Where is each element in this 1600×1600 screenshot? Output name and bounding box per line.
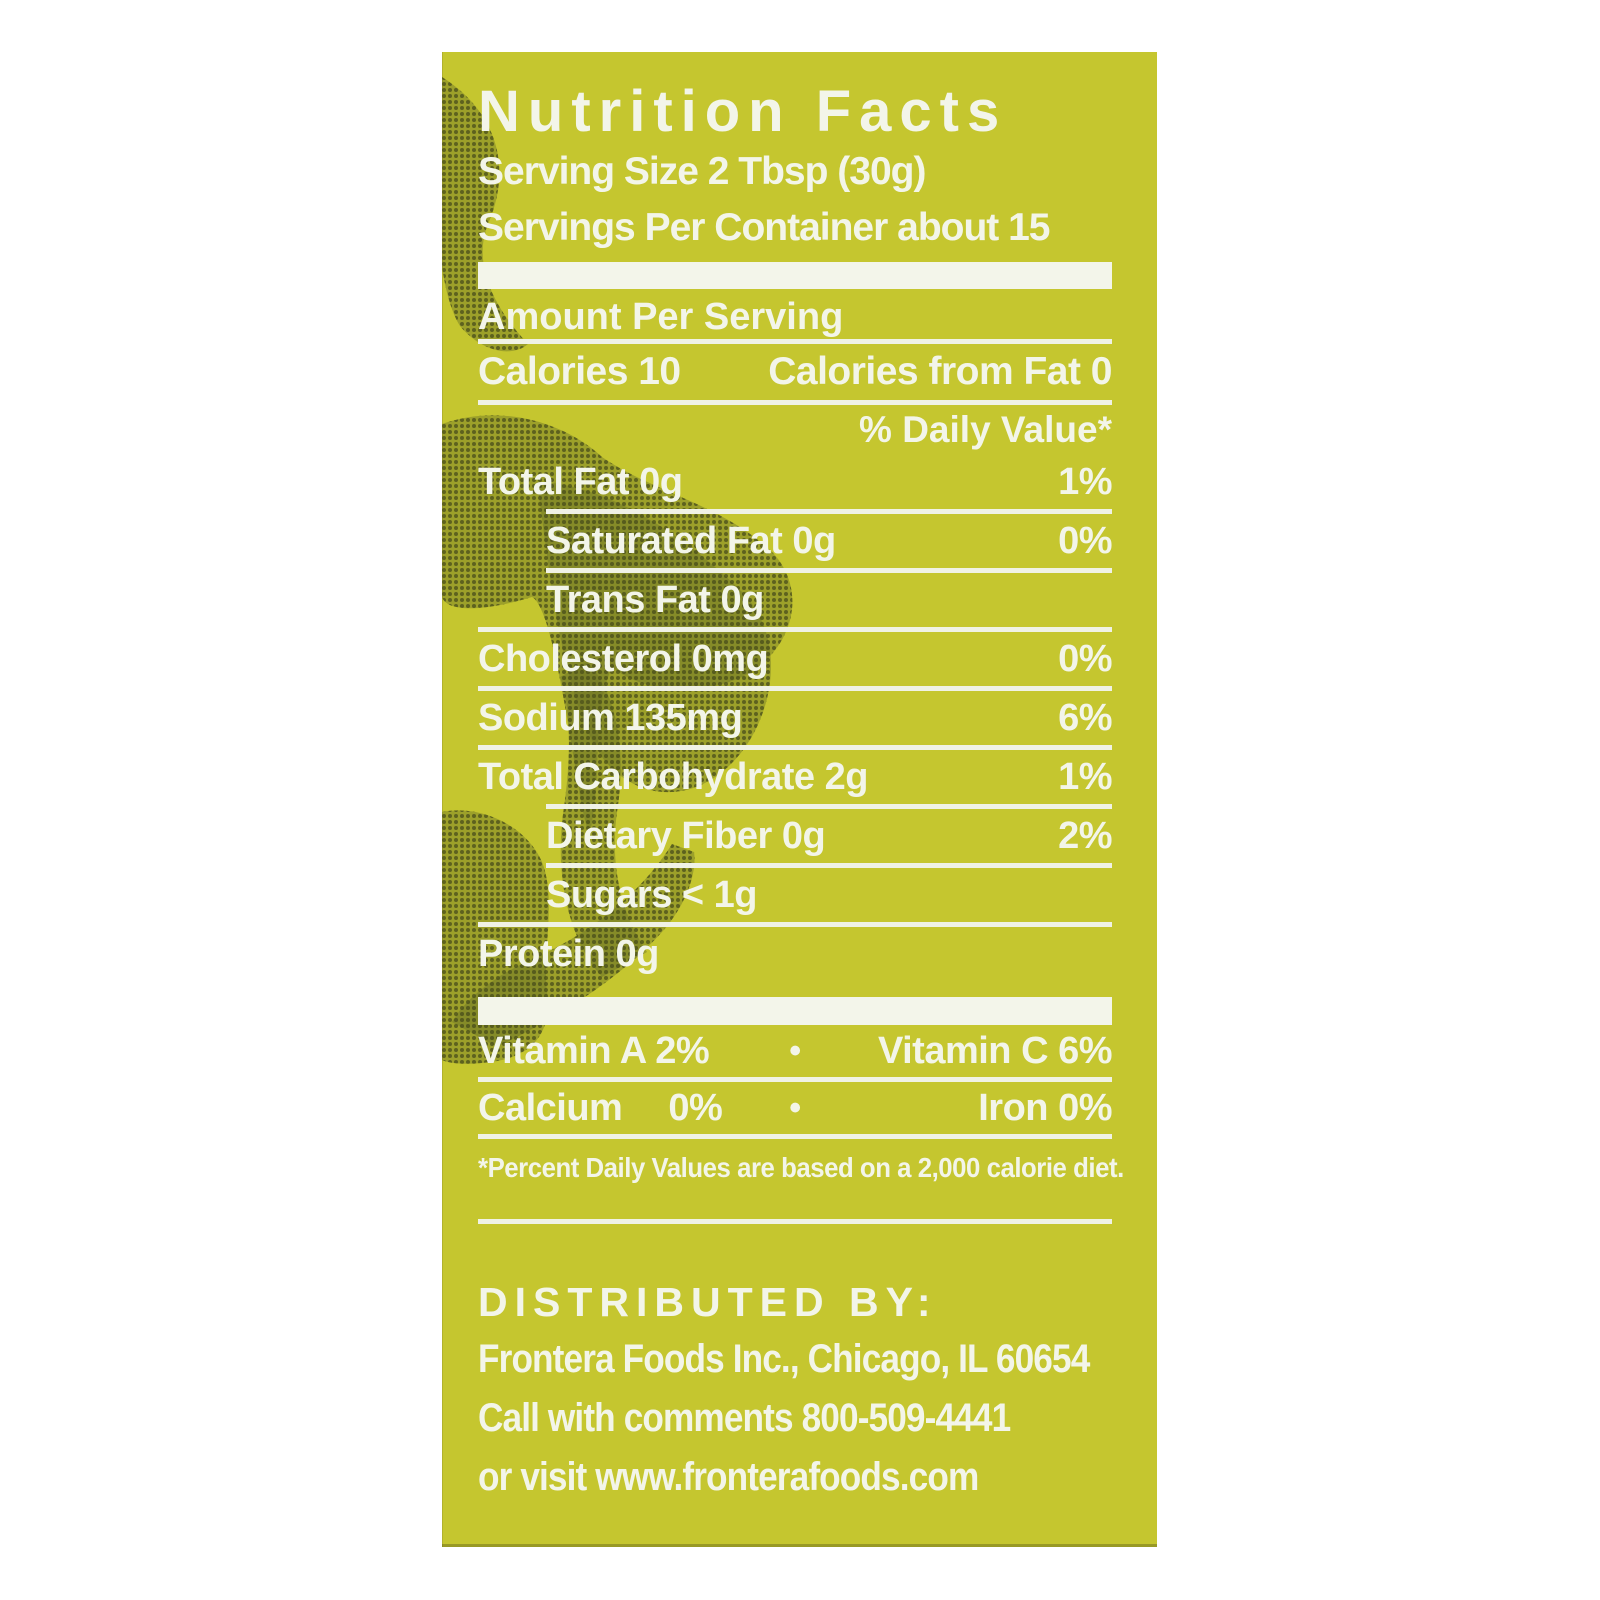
separator-rule bbox=[478, 339, 1112, 344]
nutrient-name: Protein 0g bbox=[478, 932, 659, 975]
label-content: Nutrition Facts Serving Size 2 Tbsp (30g… bbox=[442, 52, 1157, 1503]
bullet-separator: • bbox=[789, 1088, 801, 1127]
nutrient-row-saturated-fat: Saturated Fat 0g 0% bbox=[478, 514, 1112, 568]
nutrient-name: Trans Fat 0g bbox=[546, 578, 764, 621]
separator-rule bbox=[478, 745, 1112, 750]
separator-rule bbox=[546, 804, 1112, 809]
vitamin-c-value: Vitamin C 6% bbox=[877, 1029, 1113, 1072]
nutrient-dv: 2% bbox=[1058, 814, 1112, 857]
separator-rule bbox=[478, 1077, 1112, 1082]
distributor-phone-line: Call with comments 800-509-4441 bbox=[478, 1396, 1011, 1440]
servings-per-container-line: Servings Per Container about 15 bbox=[478, 206, 1051, 249]
bullet-separator: • bbox=[789, 1031, 801, 1070]
nutrient-name: Dietary Fiber 0g bbox=[546, 814, 826, 857]
thick-separator-bar bbox=[478, 997, 1112, 1025]
nutrient-dv: 1% bbox=[1058, 755, 1112, 798]
vitamin-a-value: Vitamin A 2% bbox=[478, 1029, 710, 1072]
nutrient-name: Sugars < 1g bbox=[546, 873, 757, 916]
iron-value: Iron 0% bbox=[978, 1086, 1112, 1129]
distributor-address-line: Frontera Foods Inc., Chicago, IL 60654 bbox=[478, 1337, 1090, 1381]
calcium-value: 0% bbox=[668, 1086, 723, 1129]
vitamin-row-calcium-iron: Calcium 0% • Iron 0% bbox=[478, 1082, 1113, 1134]
nutrient-row-dietary-fiber: Dietary Fiber 0g 2% bbox=[478, 809, 1112, 863]
separator-rule bbox=[546, 863, 1112, 868]
nutrient-name: Total Fat 0g bbox=[478, 460, 683, 503]
nutrient-row-trans-fat: Trans Fat 0g bbox=[478, 573, 1112, 627]
nutrient-row-sugars: Sugars < 1g bbox=[478, 868, 1112, 922]
vitamin-row-a-c: Vitamin A 2% • Vitamin C 6% bbox=[478, 1025, 1113, 1077]
nutrient-name: Cholesterol 0mg bbox=[478, 637, 769, 680]
nutrient-row-total-fat: Total Fat 0g 1% bbox=[478, 455, 1112, 509]
distributed-by-heading: DISTRIBUTED BY: bbox=[478, 1279, 938, 1325]
nutrient-row-protein: Protein 0g bbox=[478, 927, 1112, 981]
thick-separator-bar bbox=[478, 262, 1112, 289]
nutrient-dv: 1% bbox=[1058, 460, 1112, 503]
nutrient-row-total-carbohydrate: Total Carbohydrate 2g 1% bbox=[478, 750, 1112, 804]
nutrient-dv: 0% bbox=[1058, 519, 1112, 562]
nutrient-name: Sodium 135mg bbox=[478, 696, 743, 739]
distributor-website-line: or visit www.fronterafoods.com bbox=[478, 1455, 979, 1499]
serving-size-line: Serving Size 2 Tbsp (30g) bbox=[478, 150, 926, 193]
daily-value-header: % Daily Value* bbox=[859, 409, 1112, 450]
separator-rule bbox=[546, 568, 1112, 573]
calories-from-fat-value: Calories from Fat 0 bbox=[768, 350, 1112, 393]
separator-rule bbox=[478, 686, 1112, 691]
nutrition-label: Nutrition Facts Serving Size 2 Tbsp (30g… bbox=[442, 52, 1157, 1547]
separator-rule bbox=[478, 627, 1112, 632]
nutrient-name: Total Carbohydrate 2g bbox=[478, 755, 868, 798]
nutrient-dv: 0% bbox=[1058, 637, 1112, 680]
separator-rule bbox=[478, 1134, 1112, 1139]
separator-rule bbox=[478, 1219, 1112, 1224]
nutrient-row-sodium: Sodium 135mg 6% bbox=[478, 691, 1112, 745]
nutrient-dv: 6% bbox=[1058, 696, 1112, 739]
amount-per-serving-heading: Amount Per Serving bbox=[478, 296, 844, 338]
nutrient-row-cholesterol: Cholesterol 0mg 0% bbox=[478, 632, 1112, 686]
separator-rule bbox=[478, 922, 1112, 927]
calcium-cell: Calcium 0% bbox=[478, 1087, 765, 1130]
nutrition-facts-title: Nutrition Facts bbox=[478, 79, 1008, 144]
nutrient-name: Saturated Fat 0g bbox=[546, 519, 836, 562]
separator-rule bbox=[546, 509, 1112, 514]
daily-value-footnote: *Percent Daily Values are based on a 2,0… bbox=[478, 1152, 1124, 1183]
calories-row: Calories 10 Calories from Fat 0 bbox=[478, 344, 1112, 400]
separator-rule bbox=[478, 400, 1112, 405]
calcium-label: Calcium bbox=[478, 1086, 623, 1129]
calories-value: Calories 10 bbox=[478, 350, 681, 393]
